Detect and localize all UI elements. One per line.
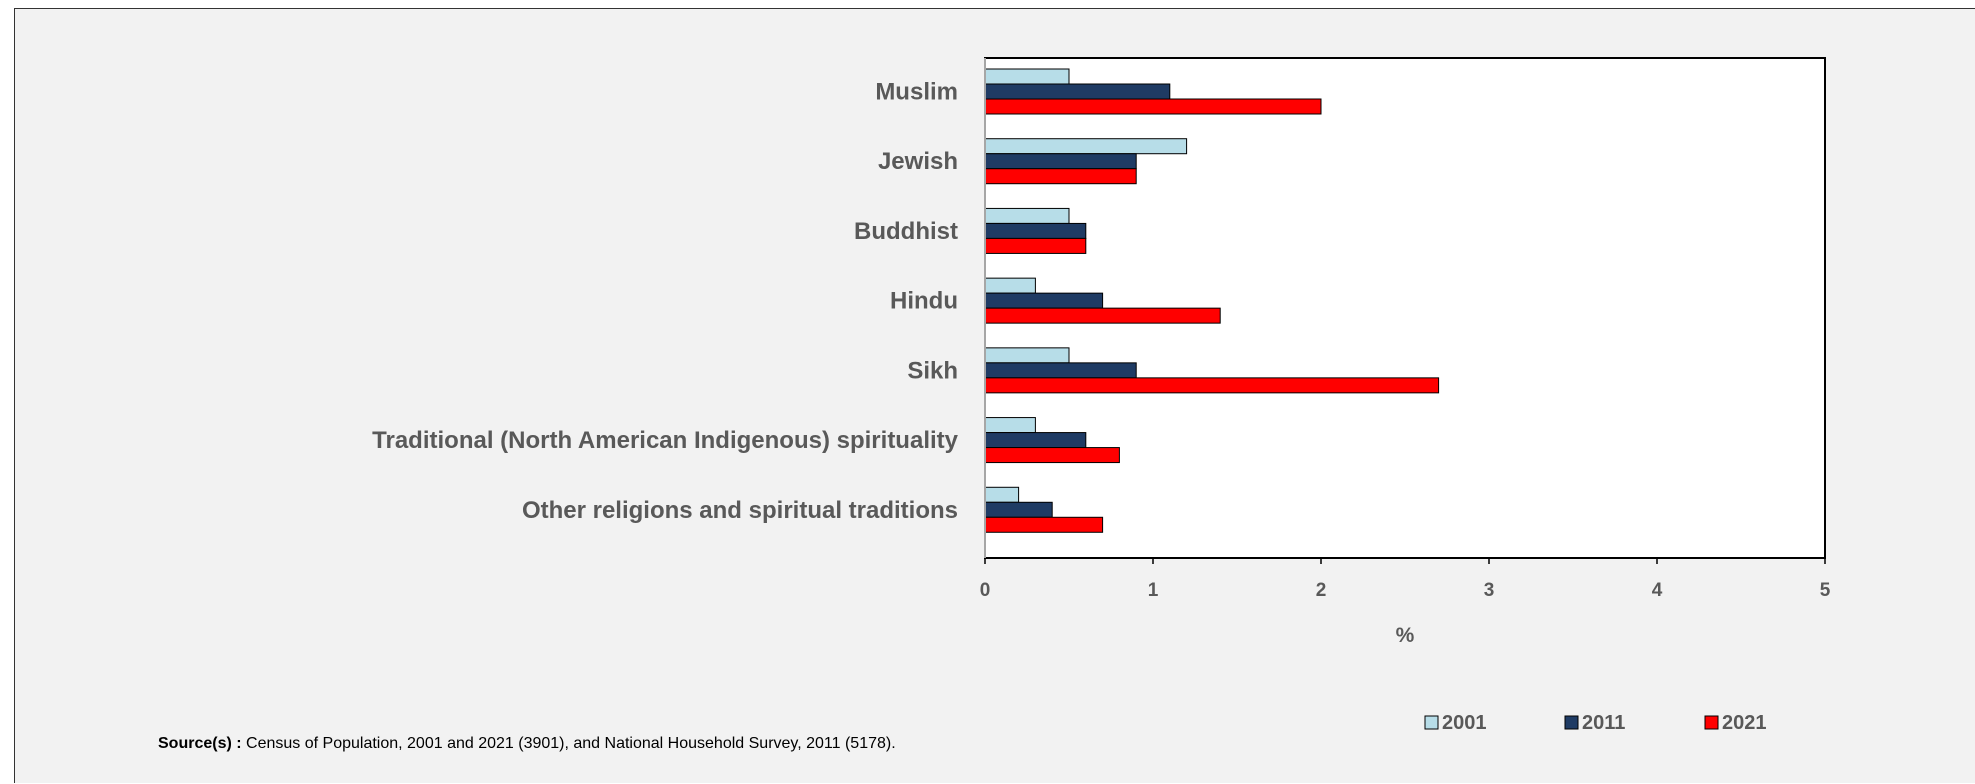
legend: 2001 2011 2021 bbox=[1424, 712, 1767, 734]
category-label-buddhist: Buddhist bbox=[854, 218, 958, 245]
bar-other-religions-and-spiritual-traditions-2001 bbox=[984, 486, 1020, 503]
category-label-jewish: Jewish bbox=[878, 148, 958, 175]
bar-muslim-2011 bbox=[984, 83, 1171, 100]
bar-traditional-north-american-indigenous-spirituality-2011 bbox=[984, 432, 1087, 449]
source-note: Source(s) : Census of Population, 2001 a… bbox=[158, 735, 896, 753]
bar-jewish-2021 bbox=[984, 168, 1137, 185]
legend-swatch-2001 bbox=[1424, 715, 1439, 730]
bar-jewish-2011 bbox=[984, 153, 1137, 170]
category-label-traditional-north-american-indigenous-spirituality: Traditional (North American Indigenous) … bbox=[372, 427, 958, 454]
bar-muslim-2001 bbox=[984, 68, 1070, 85]
x-tick-label-3: 3 bbox=[1484, 580, 1495, 601]
category-labels: Muslim Jewish Buddhist Hindu Sikh Traditional… bbox=[372, 79, 958, 524]
bar-hindu-2021 bbox=[984, 307, 1221, 324]
category-label-hindu: Hindu bbox=[890, 288, 958, 315]
legend-label-2021: 2021 bbox=[1722, 712, 1767, 734]
legend-swatch-2021 bbox=[1704, 715, 1719, 730]
bar-traditional-north-american-indigenous-spirituality-2001 bbox=[984, 417, 1036, 434]
bar-jewish-2001 bbox=[984, 138, 1188, 155]
source-label: Source(s) : bbox=[158, 735, 242, 752]
bar-buddhist-2001 bbox=[984, 207, 1070, 224]
legend-swatch-2011 bbox=[1564, 715, 1579, 730]
bar-buddhist-2021 bbox=[984, 237, 1087, 254]
x-tick-label-4: 4 bbox=[1652, 580, 1663, 601]
bar-other-religions-and-spiritual-traditions-2011 bbox=[984, 501, 1053, 518]
chart-frame: Muslim Jewish Buddhist Hindu Sikh Traditional… bbox=[14, 8, 1975, 783]
bar-muslim-2021 bbox=[984, 98, 1322, 115]
bars-group bbox=[984, 68, 1440, 533]
category-label-muslim: Muslim bbox=[875, 79, 958, 106]
x-tick-label-0: 0 bbox=[980, 580, 991, 601]
bar-sikh-2001 bbox=[984, 347, 1070, 364]
bar-chart: Muslim Jewish Buddhist Hindu Sikh Traditional… bbox=[372, 57, 1831, 734]
bar-sikh-2011 bbox=[984, 362, 1137, 379]
bar-other-religions-and-spiritual-traditions-2021 bbox=[984, 516, 1104, 533]
legend-label-2001: 2001 bbox=[1442, 712, 1487, 734]
source-text: Census of Population, 2001 and 2021 (390… bbox=[246, 735, 896, 752]
x-tick-label-5: 5 bbox=[1820, 580, 1831, 601]
bar-hindu-2001 bbox=[984, 277, 1036, 294]
bar-buddhist-2011 bbox=[984, 222, 1087, 239]
bar-hindu-2011 bbox=[984, 292, 1104, 309]
x-axis-title: % bbox=[1396, 624, 1415, 647]
category-label-other-religions-and-spiritual-traditions: Other religions and spiritual traditions bbox=[522, 497, 958, 524]
bar-sikh-2021 bbox=[984, 377, 1440, 394]
x-tick-label-1: 1 bbox=[1148, 580, 1159, 601]
x-axis-ticks: 0 1 2 3 4 5 bbox=[980, 558, 1831, 601]
bar-traditional-north-american-indigenous-spirituality-2021 bbox=[984, 447, 1120, 464]
legend-label-2011: 2011 bbox=[1582, 712, 1625, 734]
category-label-sikh: Sikh bbox=[907, 357, 958, 384]
x-tick-label-2: 2 bbox=[1316, 580, 1327, 601]
